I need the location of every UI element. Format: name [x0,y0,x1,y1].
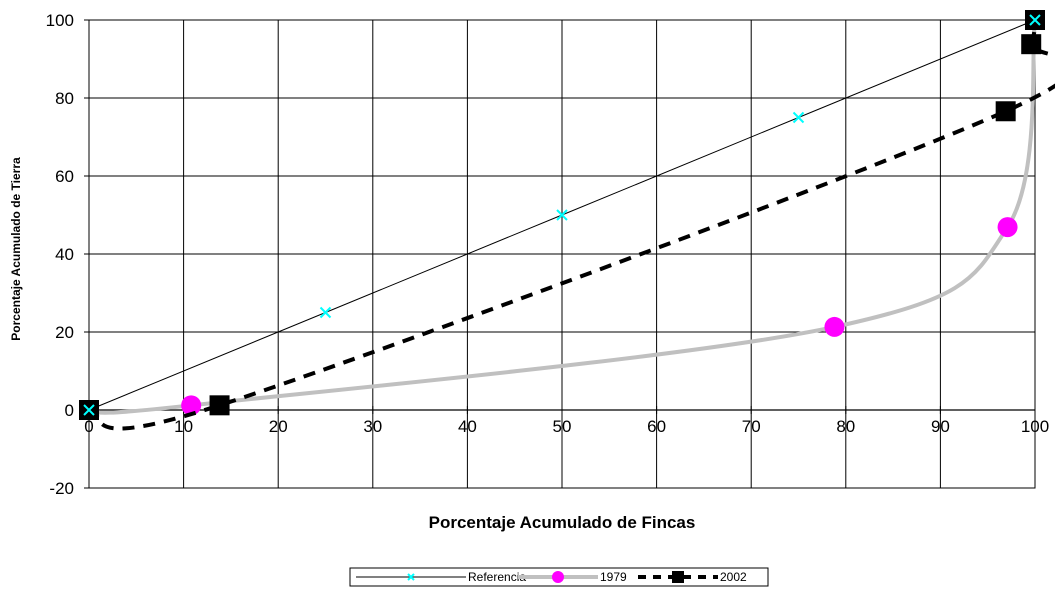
data-point-2002 [1021,34,1042,55]
legend-label-2002: 2002 [720,570,747,584]
x-tick-label: 40 [458,417,477,436]
data-point-referencia [1029,14,1041,26]
data-point-referencia [83,404,95,416]
data-point-1979 [181,395,202,416]
data-point-referencia [792,111,805,124]
legend-item-2002: 2002 [638,570,747,584]
legend-item-referencia: Referencia [356,570,526,584]
legend-marker-2002 [672,571,684,583]
x-tick-label: 60 [647,417,666,436]
x-tick-label: 30 [363,417,382,436]
x-tick-label: 0 [84,417,93,436]
y-tick-label: 100 [46,11,74,30]
series-referencia [83,14,1041,416]
data-point-referencia [556,209,568,221]
legend-label-referencia: Referencia [468,570,526,584]
y-tick-label: 60 [55,167,74,186]
x-axis-ticks: 0 10 20 30 40 50 60 70 80 90 100 [84,406,1049,436]
data-point-2002 [995,101,1016,122]
series-line-1979 [88,19,1037,415]
x-tick-label: 90 [931,417,950,436]
legend-item-1979: 1979 [518,570,627,584]
x-axis-label: Porcentaje Acumulado de Fincas [429,513,696,532]
x-tick-label: 10 [174,417,193,436]
x-tick-label: 80 [836,417,855,436]
data-point-referencia [319,306,332,319]
legend-label-1979: 1979 [600,570,627,584]
y-axis-label: Porcentaje Acumulado de Tierra [9,157,23,341]
y-tick-label: 80 [55,89,74,108]
legend-marker-1979 [552,571,564,583]
y-tick-label: 20 [55,323,74,342]
x-tick-label: 70 [742,417,761,436]
legend-marker-referencia [407,573,415,581]
y-tick-label: -20 [49,479,74,498]
y-tick-label: 40 [55,245,74,264]
y-tick-label: 0 [65,401,74,420]
data-point-2002 [209,395,230,416]
y-axis-ticks: 100 80 60 40 20 0 -20 [46,11,89,498]
data-point-1979 [997,217,1018,238]
x-tick-label: 50 [553,417,572,436]
x-tick-label: 20 [269,417,288,436]
legend: Referencia 1979 2002 [349,567,769,587]
chart-series [79,10,1055,431]
x-tick-label: 100 [1021,417,1049,436]
data-point-1979 [824,316,845,337]
